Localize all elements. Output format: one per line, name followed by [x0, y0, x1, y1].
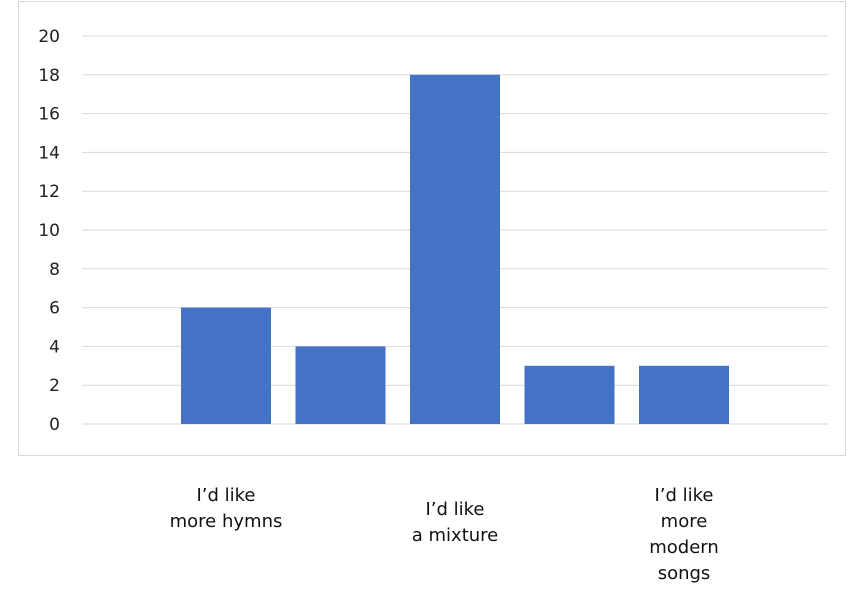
- y-tick-label: 10: [38, 221, 60, 241]
- bar: [524, 365, 615, 424]
- bar: [639, 365, 729, 424]
- y-tick-label: 14: [38, 143, 60, 163]
- bar: [295, 346, 386, 424]
- y-tick-label: 2: [49, 376, 60, 396]
- y-tick-label: 12: [38, 182, 60, 202]
- y-tick-label: 0: [49, 415, 60, 435]
- y-tick-label: 18: [38, 66, 60, 86]
- y-tick-label: 6: [49, 299, 60, 319]
- y-tick-label: 8: [49, 260, 60, 280]
- y-tick-label: 4: [49, 337, 60, 357]
- y-tick-label: 20: [38, 27, 60, 47]
- x-category-label: I’d like a mixture: [411, 499, 499, 546]
- bar: [181, 307, 271, 424]
- bar: [410, 74, 500, 425]
- y-tick-label: 16: [38, 105, 60, 125]
- x-category-label: I’d like more hymns: [169, 485, 283, 532]
- x-category-label: I’d like more modern songs: [649, 485, 719, 584]
